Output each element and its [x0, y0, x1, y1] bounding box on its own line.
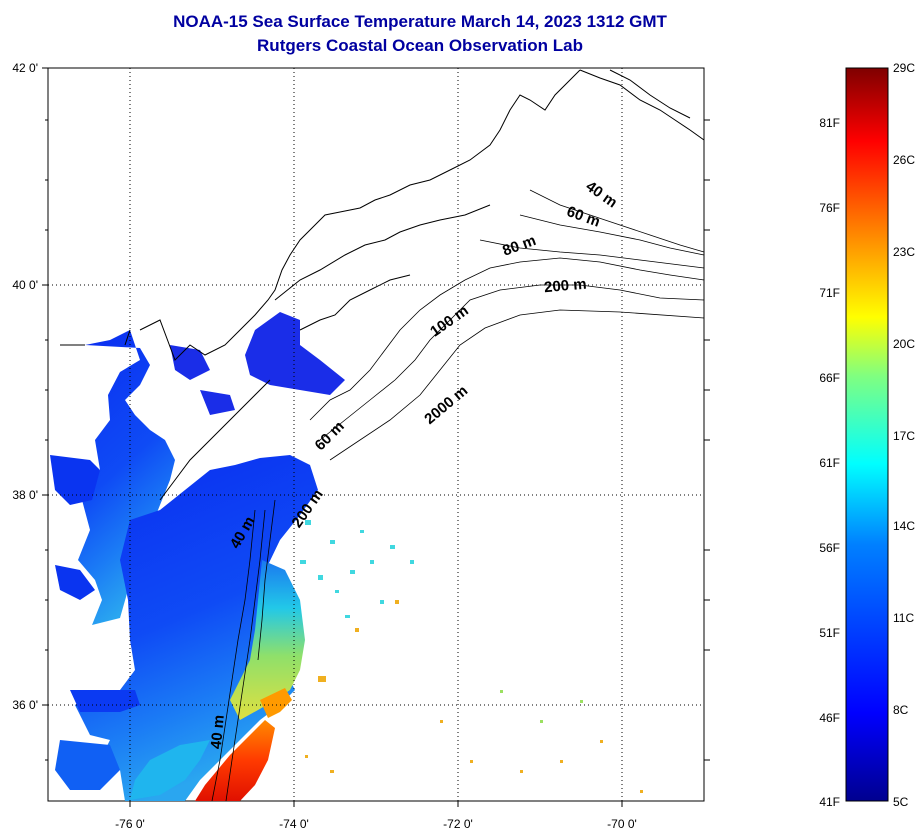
bathymetry-contours: [211, 189, 705, 802]
map-title: NOAA-15 Sea Surface Temperature March 14…: [173, 12, 667, 31]
coastline: [60, 69, 705, 501]
lon-label-76: -76 0': [115, 817, 145, 831]
cb-c-20: 20C: [893, 337, 915, 351]
graticule: [48, 68, 704, 801]
lon-label-72: -72 0': [443, 817, 473, 831]
cb-c-5: 5C: [893, 795, 909, 809]
axis-ticks: [42, 67, 710, 807]
lat-label-40: 40 0': [12, 278, 38, 292]
contour-label-200m-north: 200 m: [543, 276, 587, 297]
cb-f-71: 71F: [819, 286, 840, 300]
contour-label-40m-south: 40 m: [208, 714, 228, 750]
cb-c-8: 8C: [893, 703, 909, 717]
map-subtitle: Rutgers Coastal Ocean Observation Lab: [257, 36, 583, 55]
colorbar: [845, 67, 889, 802]
colorbar-c-labels: 29C 26C 23C 20C 17C 14C 11C 8C 5C: [893, 61, 915, 809]
lon-label-70: -70 0': [607, 817, 637, 831]
cb-f-46: 46F: [819, 711, 840, 725]
cb-c-29: 29C: [893, 61, 915, 75]
lon-label-74: -74 0': [279, 817, 309, 831]
cb-f-76: 76F: [819, 201, 840, 215]
lat-label-38: 38 0': [12, 488, 38, 502]
cb-f-51: 51F: [819, 626, 840, 640]
lat-label-42: 42 0': [12, 61, 38, 75]
cb-f-61: 61F: [819, 456, 840, 470]
cb-c-14: 14C: [893, 519, 915, 533]
sst-field: [50, 312, 643, 801]
cb-c-26: 26C: [893, 153, 915, 167]
colorbar-f-labels: 81F 76F 71F 66F 61F 56F 51F 46F 41F: [819, 116, 840, 809]
cb-c-17: 17C: [893, 429, 915, 443]
lat-label-36: 36 0': [12, 698, 38, 712]
cb-f-41: 41F: [819, 795, 840, 809]
cb-f-56: 56F: [819, 541, 840, 555]
cb-c-11: 11C: [893, 611, 914, 625]
cb-c-23: 23C: [893, 245, 915, 259]
cb-f-81: 81F: [819, 116, 840, 130]
cb-f-66: 66F: [819, 371, 840, 385]
